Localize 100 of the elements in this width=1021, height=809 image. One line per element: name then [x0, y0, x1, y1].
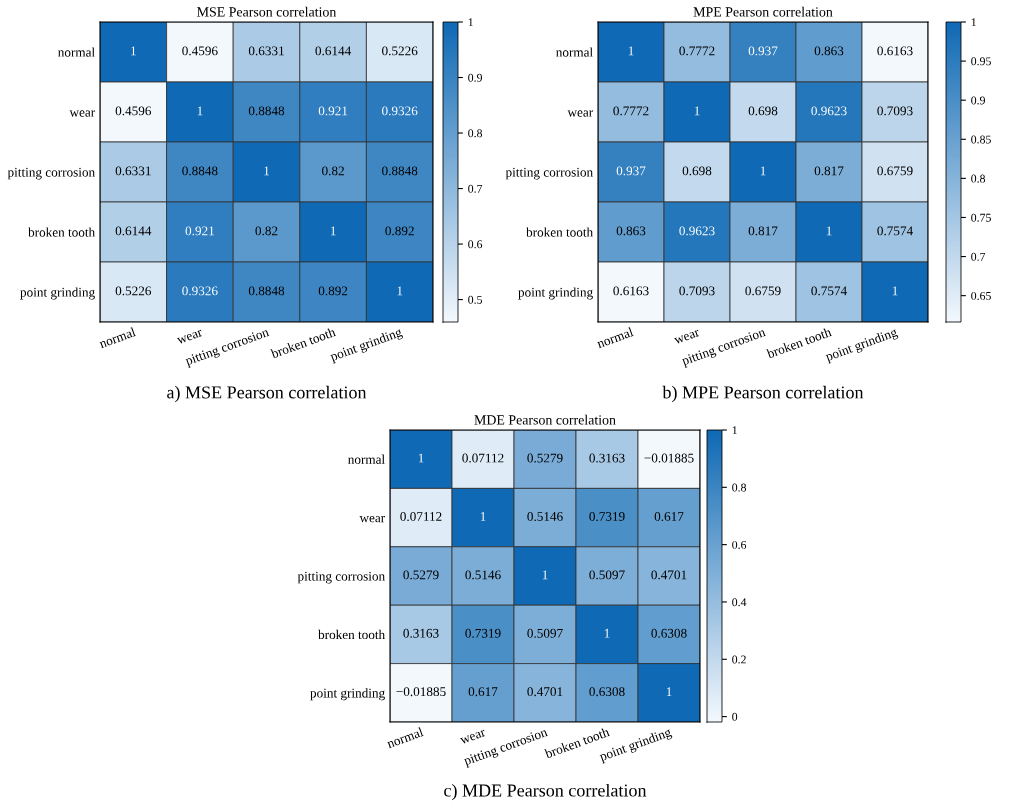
data-label: 0.7574	[877, 226, 913, 236]
color-bar-label: 0.8	[732, 483, 747, 492]
color-bar-label: 0.6	[732, 540, 747, 549]
data-label: 0.5226	[115, 286, 152, 296]
data-label: 0.892	[385, 226, 414, 236]
x-tick-label: wear	[673, 329, 701, 345]
data-label: 1	[628, 46, 634, 56]
data-label: 0.698	[748, 106, 778, 116]
data-label: 1	[330, 226, 336, 236]
data-label: 1	[197, 106, 203, 116]
x-tick-label: normal	[98, 326, 137, 349]
data-label: 0.7772	[679, 46, 715, 56]
color-bar-label: 1	[732, 426, 737, 435]
color-bar-label: 0.9	[971, 96, 985, 105]
data-label: 0.4701	[527, 687, 563, 697]
data-label: 0.82	[322, 166, 344, 176]
data-label: 0.6308	[651, 628, 687, 638]
data-label: 0.7319	[465, 628, 501, 638]
color-bar-label: 0.5	[468, 295, 483, 304]
data-label: 0.8848	[248, 286, 285, 296]
color-bar-label: 0.7	[468, 184, 483, 193]
color-bar-label: 0.8	[971, 174, 986, 183]
color-bar-label: 1	[468, 18, 473, 27]
data-label: 0.7574	[811, 286, 847, 296]
data-label: 1	[264, 166, 270, 176]
data-label: 0.9326	[382, 106, 418, 116]
y-tick-label: wear	[69, 110, 96, 117]
data-label: 0.7319	[589, 512, 625, 521]
color-bar-label: 0.2	[732, 655, 746, 664]
data-label: 0.617	[468, 687, 498, 697]
y-tick-label: normal	[556, 47, 593, 57]
data-label: 0.5097	[527, 628, 563, 638]
y-tick-label: broken tooth	[526, 227, 593, 237]
color-bar-label: 0.8	[468, 129, 483, 138]
data-label: 0.3163	[589, 453, 625, 463]
data-label: 1	[694, 106, 700, 116]
color-bar-label: 0.95	[971, 57, 991, 66]
chart-title: MPE Pearson correlation	[693, 6, 833, 17]
data-label: 0.9326	[182, 286, 218, 296]
data-label: 0.5097	[589, 570, 625, 580]
data-label: 0.6331	[115, 166, 151, 176]
data-label: 0.5279	[403, 570, 439, 580]
data-label: 0.7772	[613, 106, 649, 116]
data-label: −0.01885	[644, 453, 694, 463]
color-bar-label: 0.7	[971, 252, 986, 261]
y-tick-label: point grinding	[518, 287, 593, 300]
data-label: 0.6759	[745, 286, 781, 296]
x-tick-label: wear	[459, 729, 487, 745]
data-label: 1	[892, 286, 898, 296]
chart-title: MDE Pearson correlation	[474, 414, 616, 425]
data-label: −0.01885	[396, 687, 446, 697]
y-tick-label: wear	[567, 110, 594, 117]
y-tick-label: normal	[58, 47, 95, 57]
data-label: 0.863	[616, 226, 646, 236]
data-label: 0.5226	[382, 46, 418, 56]
data-label: 1	[826, 226, 832, 236]
data-label: 0.5146	[527, 512, 563, 521]
color-bar-label: 0.85	[971, 135, 991, 144]
data-label: 1	[604, 628, 610, 638]
y-tick-label: wear	[359, 515, 386, 523]
data-label: 0.892	[318, 286, 348, 296]
y-tick-label: normal	[348, 454, 385, 464]
data-label: 0.698	[682, 166, 712, 176]
data-label: 0.8848	[248, 106, 285, 116]
y-tick-label: broken tooth	[28, 227, 95, 237]
data-label: 0.921	[318, 106, 348, 116]
data-label: 0.6144	[115, 226, 152, 236]
data-label: 0.6308	[589, 687, 625, 697]
color-bar-label: 1	[971, 18, 976, 27]
data-label: 0.6144	[315, 46, 352, 56]
data-label: 0.07112	[400, 512, 442, 521]
y-tick-label: point grinding	[310, 688, 385, 701]
data-label: 0.6759	[877, 166, 913, 176]
data-label: 0.617	[654, 512, 684, 521]
color-bar-label: 0.4	[732, 598, 747, 607]
data-label: 0.921	[185, 226, 214, 236]
data-label: 0.817	[748, 226, 778, 236]
color-bar-label: 0.6	[468, 240, 483, 249]
x-tick-label: wear	[176, 329, 203, 345]
text: b) MPE Pearson correlation	[662, 385, 864, 403]
data-label: 0.07112	[462, 453, 504, 463]
data-label: 0.937	[748, 46, 778, 56]
data-label: 0.9623	[811, 106, 847, 116]
data-label: 1	[418, 453, 424, 463]
text: c) MDE Pearson correlation	[444, 783, 647, 801]
data-label: 0.4596	[115, 106, 152, 116]
data-label: 1	[666, 687, 672, 696]
data-label: 0.6331	[248, 46, 284, 56]
data-label: 0.937	[616, 166, 646, 176]
data-label: 0.3163	[403, 628, 439, 638]
color-bar-label: 0.75	[971, 213, 991, 222]
data-label: 0.8848	[182, 166, 218, 176]
y-tick-label: pitting corrosion	[297, 571, 385, 584]
data-label: 0.817	[814, 166, 844, 176]
text: a) MSE Pearson correlation	[167, 385, 367, 403]
data-label: 0.863	[814, 46, 844, 56]
data-label: 1	[542, 570, 548, 580]
data-label: 0.8848	[382, 166, 418, 176]
y-tick-label: pitting corrosion	[505, 167, 593, 180]
data-label: 1	[131, 46, 136, 56]
